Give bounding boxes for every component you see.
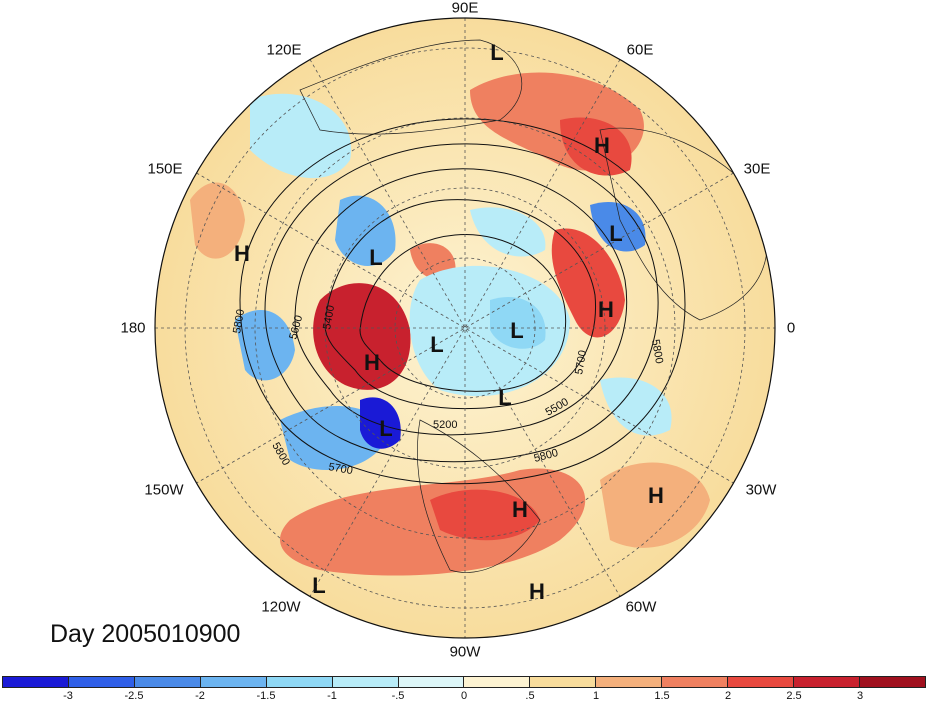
pressure-center-label: H xyxy=(364,350,380,375)
colorbar-swatch xyxy=(530,677,597,687)
colorbar-tick-label: -1.5 xyxy=(256,690,276,702)
pressure-center-label: L xyxy=(609,221,622,246)
map-title: Day 2005010900 xyxy=(50,620,241,648)
colorbar-tick-label: 1.5 xyxy=(654,690,670,702)
graticule xyxy=(155,18,775,638)
longitude-label: 120E xyxy=(266,41,302,59)
anomaly-field xyxy=(155,18,775,638)
anomaly-blob xyxy=(430,489,540,541)
colorbar-swatch xyxy=(859,677,925,687)
anomaly-blob xyxy=(409,265,570,397)
pressure-center-label: H xyxy=(598,297,614,322)
pressure-center-label: L xyxy=(379,416,392,441)
anomaly-blob xyxy=(551,228,625,338)
colorbar-tick-label: 0 xyxy=(460,690,468,702)
pressure-center-label: L xyxy=(369,245,382,270)
contour-label: 5700 xyxy=(573,349,589,375)
longitude-label: 90E xyxy=(451,0,479,17)
longitude-label: 30E xyxy=(743,160,771,178)
colorbar-tick-label: 2 xyxy=(724,690,732,702)
contour-label: 5800 xyxy=(231,308,247,334)
colorbar-swatch xyxy=(662,677,729,687)
colorbar-tick-label: 3 xyxy=(856,690,864,702)
anomaly-blob xyxy=(470,207,546,257)
pressure-center-label: H xyxy=(234,241,250,266)
colorbar-swatch xyxy=(728,677,795,687)
longitude-label: 0 xyxy=(786,319,796,337)
coastline xyxy=(417,419,541,573)
colorbar-tick-label: 2.5 xyxy=(786,690,802,702)
colorbar-tick-label: 1 xyxy=(592,690,600,702)
anomaly-blob xyxy=(490,296,546,349)
colorbar-swatch xyxy=(464,677,531,687)
colorbar-tick-label: -2.5 xyxy=(124,690,144,702)
longitude-label: 150E xyxy=(147,160,183,178)
pressure-center-label: H xyxy=(594,133,610,158)
pressure-center-label: L xyxy=(312,573,325,598)
pressure-center-label: L xyxy=(498,385,511,410)
colorbar-swatch xyxy=(3,677,69,687)
longitude-label: 90W xyxy=(449,643,481,661)
coastline xyxy=(299,39,522,135)
colorbar-tick-label: .5 xyxy=(525,690,535,702)
colorbar-tick-label: -2 xyxy=(195,690,205,702)
colorbar-swatch xyxy=(332,677,399,687)
anomaly-blob xyxy=(360,397,401,449)
longitude-label: 150W xyxy=(144,481,184,499)
longitude-label: 120W xyxy=(261,598,301,616)
contour-label: 5700 xyxy=(327,461,353,477)
anomaly-blob xyxy=(560,117,632,176)
colorbar-swatch xyxy=(134,677,201,687)
anomaly-blob xyxy=(190,182,245,259)
anomaly-blob xyxy=(590,201,646,252)
pressure-center-label: L xyxy=(430,332,443,357)
contour-label: 5800 xyxy=(649,338,665,364)
colorbar-swatch xyxy=(68,677,135,687)
longitude-label: 180 xyxy=(120,319,146,337)
pressure-center-label: H xyxy=(512,497,528,522)
colorbar-swatch xyxy=(200,677,267,687)
map-boundary xyxy=(154,17,776,639)
longitude-label: 60E xyxy=(626,41,654,59)
colorbar-swatch xyxy=(266,677,333,687)
colorbar-swatch xyxy=(596,677,663,687)
colorbar-tick-label: -1 xyxy=(327,690,337,702)
longitude-label: 30W xyxy=(745,481,777,499)
pressure-center-label: H xyxy=(529,579,545,604)
longitude-label: 60W xyxy=(625,598,657,616)
pressure-center-label: H xyxy=(648,483,664,508)
colorbar-swatch xyxy=(398,677,465,687)
coastline xyxy=(599,127,768,321)
anomaly-blob xyxy=(313,283,411,390)
anomaly-blob xyxy=(600,462,710,548)
colorbar xyxy=(2,676,926,688)
colorbar-tick-label: -.5 xyxy=(391,690,405,702)
pressure-center-label: L xyxy=(490,40,503,65)
colorbar-tick-label: -3 xyxy=(63,690,73,702)
pressure-center-label: L xyxy=(510,318,523,343)
contour-label: 5200 xyxy=(433,419,457,431)
colorbar-swatch xyxy=(794,677,860,687)
height-contours xyxy=(239,118,686,485)
contour-label: 5400 xyxy=(321,304,337,330)
